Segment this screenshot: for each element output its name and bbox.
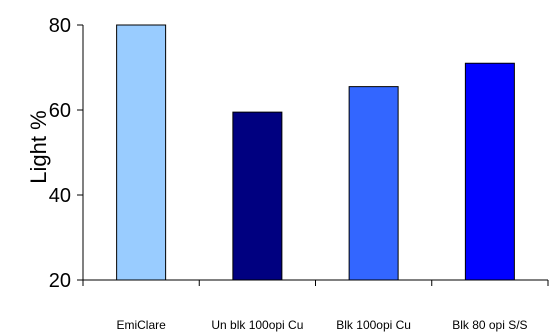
y-tick-label: 20 bbox=[49, 270, 71, 292]
y-tick-label: 80 bbox=[49, 15, 71, 37]
bar-4 bbox=[464, 62, 515, 281]
y-axis-title: Light % bbox=[26, 110, 51, 183]
x-axis-ticks bbox=[82, 280, 549, 286]
x-axis-category-labels: EmiClare Un blk 100opi Cu Blk 100opi Cu Blk… bbox=[116, 318, 527, 332]
y-tick-label: 60 bbox=[49, 100, 71, 122]
bar-1 bbox=[116, 24, 167, 281]
bars bbox=[116, 24, 515, 281]
y-axis-ticks: 20 40 60 80 bbox=[49, 15, 83, 292]
x-category-label: Blk 80 opi S/S bbox=[452, 318, 527, 332]
x-category-label: Un blk 100opi Cu bbox=[211, 318, 303, 332]
bar-3 bbox=[348, 86, 399, 281]
bar-2 bbox=[232, 111, 283, 281]
x-category-label: Blk 100opi Cu bbox=[336, 318, 411, 332]
y-tick-label: 40 bbox=[49, 185, 71, 207]
x-category-label: EmiClare bbox=[116, 318, 166, 332]
